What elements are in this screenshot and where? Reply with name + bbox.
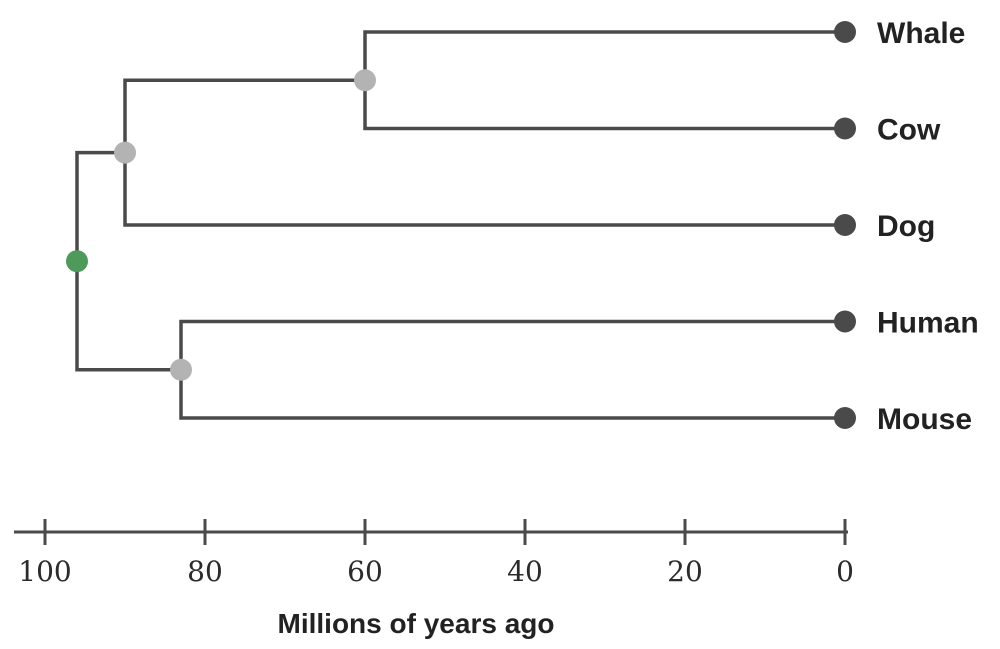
node-euarchontoglires [170, 358, 192, 381]
branch-euarchontoglires-to-mouse [179, 369, 845, 420]
taxon-label-dog: Dog [877, 210, 935, 243]
tick-label-40: 40 [507, 555, 543, 588]
branch-laurasiatheria-to-cetartiodactyla [123, 78, 365, 153]
branch-root-to-euarchontoglires [75, 261, 181, 372]
branch-cetartiodactyla-to-whale [363, 30, 845, 81]
tick-label-100: 100 [18, 555, 71, 588]
tick-label-80: 80 [187, 555, 223, 588]
node-root [66, 250, 88, 273]
leaf-node-dog [834, 214, 856, 236]
nodes [66, 21, 856, 429]
branch-cetartiodactyla-to-cow [363, 80, 845, 131]
taxon-label-mouse: Mouse [877, 403, 972, 436]
tick-label-0: 0 [836, 555, 854, 588]
tick-label-60: 60 [347, 555, 383, 588]
node-cetartiodactyla [354, 69, 376, 92]
branch-root-to-laurasiatheria [75, 150, 125, 262]
time-axis: 100 80 60 40 20 0 [14, 519, 854, 588]
branches [75, 30, 845, 420]
leaf-node-cow [834, 117, 856, 140]
x-axis-title: Millions of years ago [278, 608, 555, 639]
tick-label-20: 20 [667, 555, 703, 588]
taxon-label-cow: Cow [877, 114, 941, 147]
leaf-node-human [834, 310, 856, 333]
leaf-node-mouse [834, 407, 856, 429]
taxon-label-human: Human [877, 307, 979, 340]
leaf-node-whale [834, 21, 856, 43]
axis-ticks: 100 80 60 40 20 0 [18, 519, 854, 588]
taxon-label-whale: Whale [877, 17, 965, 50]
branch-laurasiatheria-to-dog [123, 152, 845, 227]
node-laurasiatheria [114, 141, 136, 164]
taxon-labels: Whale Cow Dog Human Mouse [877, 17, 979, 436]
branch-euarchontoglires-to-human [179, 319, 845, 370]
